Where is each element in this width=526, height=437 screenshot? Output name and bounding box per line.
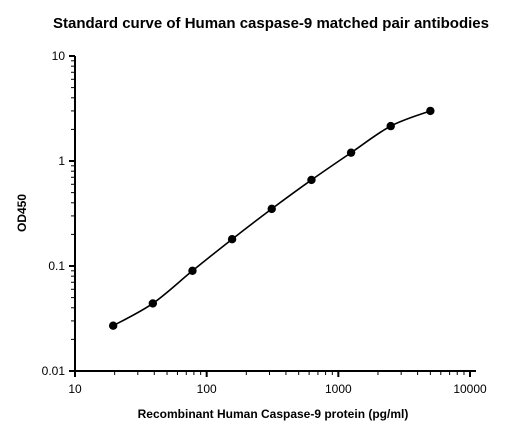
data-point <box>346 148 356 157</box>
axes <box>74 56 476 372</box>
x-tick-label: 10 <box>68 382 82 396</box>
x-tick-label: 100 <box>197 382 217 396</box>
y-tick-label: 0.01 <box>42 364 66 378</box>
data-points <box>108 106 435 330</box>
y-axis-title: OD450 <box>15 194 29 232</box>
x-tick-label: 1000 <box>325 382 352 396</box>
fit-curve <box>112 110 431 327</box>
axis-tick-labels: 10 100 1000 10000 0.01 0.1 1 10 <box>42 49 487 396</box>
x-axis-title: Recombinant Human Caspase-9 protein (pg/… <box>138 407 409 421</box>
data-point <box>188 266 197 276</box>
data-point <box>307 175 316 185</box>
y-tick-label: 0.1 <box>48 259 65 273</box>
y-tick-label: 10 <box>52 49 66 63</box>
data-point <box>148 299 158 308</box>
data-point <box>267 204 276 214</box>
data-point <box>227 234 237 244</box>
x-tick-label: 10000 <box>453 382 487 396</box>
axis-ticks <box>69 55 471 377</box>
data-point <box>108 321 118 330</box>
data-point <box>426 106 435 116</box>
y-tick-label: 1 <box>58 154 65 168</box>
data-point <box>386 121 395 131</box>
chart-title: Standard curve of Human caspase-9 matche… <box>53 15 489 32</box>
